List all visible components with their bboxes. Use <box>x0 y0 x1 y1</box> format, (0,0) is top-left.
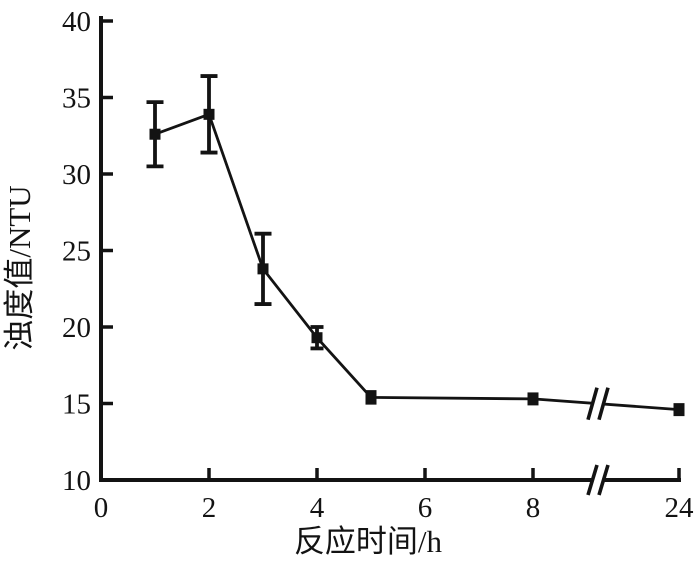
break-symbol <box>586 385 610 422</box>
series-line <box>154 112 680 412</box>
y-tick-label: 15 <box>62 389 91 421</box>
y-tick-label: 25 <box>62 236 91 268</box>
x-axis-title: 反应时间/h <box>294 524 443 559</box>
x-tick-label: 24 <box>665 492 695 524</box>
x-tick-label: 6 <box>418 492 433 524</box>
y-tick-label: 30 <box>62 159 91 191</box>
data-point-marker <box>673 404 685 416</box>
break-slash <box>597 464 610 496</box>
break-slash <box>586 464 599 496</box>
break-slash <box>586 387 599 421</box>
x-tick-label: 8 <box>526 492 541 524</box>
y-tick-label: 35 <box>62 83 91 115</box>
data-point-marker <box>365 391 377 403</box>
data-series <box>146 74 685 417</box>
break-symbol <box>586 463 610 497</box>
data-point-marker <box>149 128 161 140</box>
data-point-marker <box>311 332 323 344</box>
data-point-marker <box>257 263 269 275</box>
y-tick-label: 20 <box>62 312 91 344</box>
data-point-marker <box>527 393 539 405</box>
x-tick-label: 4 <box>310 492 325 524</box>
break-slash <box>597 387 610 421</box>
data-point-marker <box>203 108 215 120</box>
break-gap <box>587 463 609 497</box>
y-tick-label: 40 <box>62 6 91 38</box>
x-tick-label: 0 <box>94 492 109 524</box>
y-tick-label: 10 <box>62 465 91 497</box>
x-tick-label: 2 <box>202 492 217 524</box>
break-gap <box>587 385 609 422</box>
y-axis-title: 浊度值/NTU <box>2 185 37 350</box>
axis-break-symbols <box>586 385 610 497</box>
